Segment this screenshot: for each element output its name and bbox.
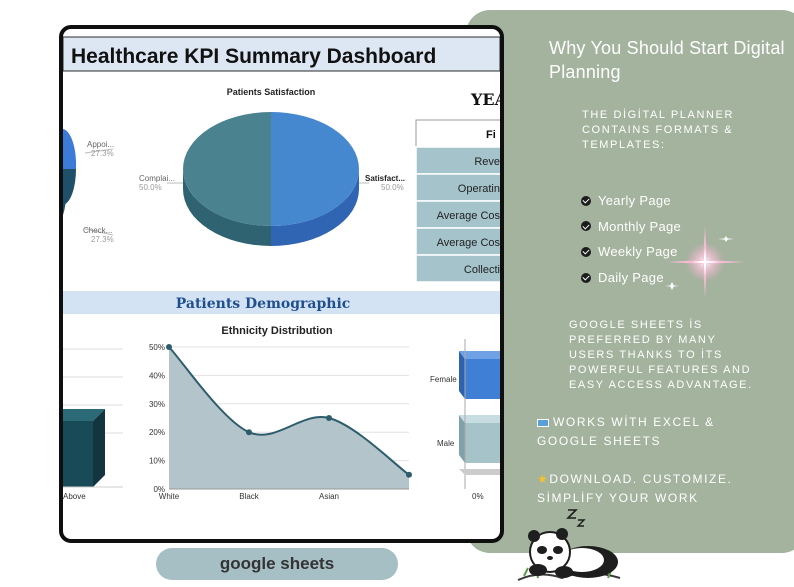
left-pie-pct: 27.3% [91, 149, 114, 158]
download-note: ★DOWNLOAD. CUSTOMIZE. SİMPLİFY YOUR WORK [537, 472, 733, 505]
kpi-row-label: Collecti [464, 264, 500, 276]
ethnicity-chart-title: Ethnicity Distribution [221, 325, 333, 337]
left-bar-chart [63, 348, 123, 488]
promo-panel [466, 10, 794, 553]
gender-bar-chart [459, 339, 500, 489]
pie-slice-complaints [183, 112, 271, 226]
feature-list: Yearly Page Monthly Page Weekly Page Dai… [581, 188, 681, 290]
center-pie-pct: 50.0% [139, 183, 162, 192]
dashboard-canvas: Healthcare KPI Summary Dashboard Appoi..… [63, 36, 500, 501]
check-icon [581, 195, 591, 206]
left-pie-pct: 27.3% [91, 235, 114, 244]
ethnicity-area-chart: 50% 40% 30% 20% 10% 0%White Black Asian [149, 343, 412, 501]
center-pie-pct: 50.0% [381, 183, 404, 192]
star-icon: ★ [537, 472, 550, 486]
laptop-icon [537, 418, 549, 427]
works-with-note: WORKS WİTH EXCEL & GOOGLE SHEETS [537, 415, 715, 448]
left-bar-axis-label: Above [63, 492, 86, 501]
kpi-row-label: Average Cos [437, 210, 500, 222]
demographic-heading: Patients Demographic [176, 296, 351, 312]
bar-male [465, 423, 500, 463]
gender-axis-tick: 0% [472, 492, 484, 501]
left-pie-chart [63, 129, 114, 236]
data-point [326, 415, 332, 421]
data-point [246, 429, 252, 436]
sparkle-icon [665, 226, 746, 298]
area-fill [169, 347, 409, 489]
bar-female [465, 359, 500, 399]
list-item: Weekly Page [581, 239, 681, 265]
y-tick-label: 50% [149, 343, 165, 352]
gender-category-label: Female [430, 375, 457, 384]
series-line [168, 346, 410, 476]
list-item: Monthly Page [581, 214, 681, 240]
kpi-row-label: Reve [474, 156, 500, 168]
google-sheets-note: GOOGLE SHEETS İS PREFERRED BY MANY USERS… [569, 319, 753, 391]
y-tick-label: 10% [149, 457, 165, 466]
data-point [406, 471, 412, 478]
left-pie-label: Check... [83, 226, 112, 235]
y-tick-label: 0% [153, 485, 165, 494]
kpi-table [415, 119, 500, 283]
panda-mascot-icon [517, 509, 621, 581]
y-tick-label: 20% [149, 428, 165, 437]
dashboard-preview: Healthcare KPI Summary Dashboard Appoi..… [59, 25, 504, 543]
gender-category-label: Male [437, 439, 455, 448]
dashboard-title: Healthcare KPI Summary Dashboard [71, 45, 436, 68]
check-icon [581, 272, 591, 283]
x-tick-label: Asian [319, 492, 339, 501]
kpi-row-label: Operatin [458, 183, 500, 195]
pie-slice-satisfaction [271, 112, 359, 226]
kpi-row-label: Average Cos [437, 237, 500, 249]
satisfaction-pie-chart [167, 112, 369, 246]
title-bar [63, 36, 500, 72]
year-label: YEA [470, 90, 500, 109]
kpi-table-header: Fi [486, 129, 496, 141]
y-tick-label: 40% [149, 371, 165, 380]
google-sheets-badge: google sheets [156, 548, 398, 580]
center-pie-label: Satisfact... [365, 174, 405, 183]
center-pie-label: Complai... [139, 174, 175, 183]
planner-intro: THE DİGİTAL PLANNER CONTAINS FORMATS & T… [582, 109, 735, 151]
demographic-band [63, 291, 500, 314]
y-tick-label: 30% [149, 400, 165, 409]
x-tick-label: Black [239, 492, 260, 501]
x-tick-label: White [159, 492, 180, 501]
list-item: Yearly Page [581, 188, 681, 214]
left-pie-label: Appoi... [87, 140, 114, 149]
satisfaction-chart-title: Patients Satisfaction [227, 87, 316, 97]
panel-title: Why You Should Start Digital Planning [549, 38, 785, 82]
data-point [166, 344, 172, 350]
list-item: Daily Page [581, 265, 681, 291]
check-icon [581, 221, 591, 232]
check-icon [581, 246, 591, 257]
